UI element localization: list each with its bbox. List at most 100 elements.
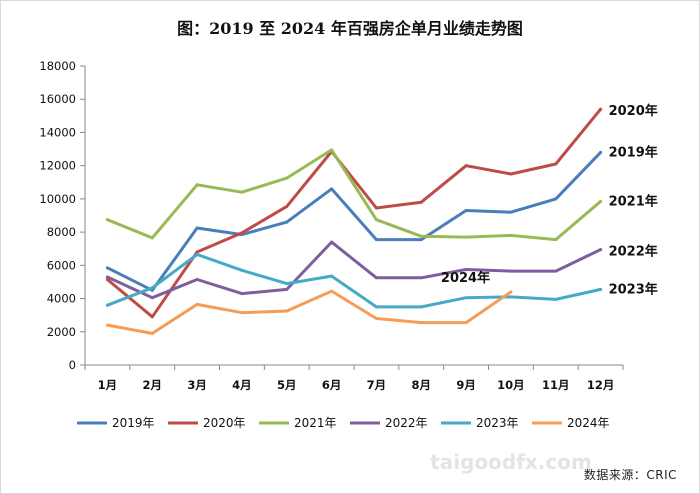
data-point <box>464 209 468 213</box>
data-point <box>509 269 513 273</box>
data-point <box>509 290 513 294</box>
data-point <box>330 289 334 293</box>
data-point <box>330 148 334 152</box>
source-note: 数据来源：CRIC <box>583 468 677 482</box>
data-point <box>599 248 603 252</box>
legend-label: 2023年 <box>476 416 519 430</box>
data-point <box>195 302 199 306</box>
data-point <box>105 303 109 307</box>
data-point <box>554 197 558 201</box>
data-point <box>150 236 154 240</box>
y-tick-label: 14000 <box>39 125 76 139</box>
x-tick-label: 10月 <box>497 378 525 392</box>
series-line-2024年 <box>105 289 513 335</box>
data-point <box>105 275 109 279</box>
data-point <box>240 231 244 235</box>
data-point <box>330 187 334 191</box>
x-tick-label: 11月 <box>542 378 570 392</box>
y-tick-label: 12000 <box>39 159 76 173</box>
chart-title: 图：2019 至 2024 年百强房企单月业绩走势图 <box>177 19 523 38</box>
series-line-2023年 <box>105 253 603 309</box>
data-point <box>599 199 603 203</box>
data-point <box>374 316 378 320</box>
series-end-label: 2023年 <box>609 281 658 297</box>
data-point <box>105 323 109 327</box>
series-line-2022年 <box>105 240 603 300</box>
data-point <box>509 295 513 299</box>
data-point <box>150 286 154 290</box>
y-tick-label: 2000 <box>47 325 76 339</box>
data-point <box>285 204 289 208</box>
x-tick-label: 6月 <box>322 378 342 392</box>
data-point <box>195 226 199 230</box>
legend-label: 2019年 <box>112 416 155 430</box>
data-point <box>195 277 199 281</box>
data-point <box>464 164 468 168</box>
data-point <box>374 305 378 309</box>
data-point <box>285 220 289 224</box>
data-point <box>374 206 378 210</box>
x-tick-label: 1月 <box>98 378 118 392</box>
y-tick-label: 0 <box>69 358 76 372</box>
data-point <box>105 266 109 270</box>
x-tick-label: 8月 <box>411 378 431 392</box>
data-point <box>285 282 289 286</box>
x-tick-label: 4月 <box>232 378 252 392</box>
data-point <box>599 107 603 111</box>
legend-label: 2021年 <box>294 416 337 430</box>
series-end-label: 2022年 <box>609 244 658 260</box>
data-point <box>330 240 334 244</box>
legend-label: 2020年 <box>203 416 246 430</box>
series-end-label: 2021年 <box>609 193 658 209</box>
x-tick-label: 7月 <box>367 378 387 392</box>
data-point <box>464 296 468 300</box>
y-tick-label: 8000 <box>47 225 76 239</box>
legend-label: 2024年 <box>567 416 610 430</box>
data-point <box>105 218 109 222</box>
legend-label: 2022年 <box>385 416 428 430</box>
x-tick-label: 3月 <box>187 378 207 392</box>
x-tick-label: 9月 <box>456 378 476 392</box>
data-point <box>419 238 423 242</box>
y-tick-label: 6000 <box>47 258 76 272</box>
data-point <box>240 268 244 272</box>
data-point <box>285 309 289 313</box>
data-point <box>285 176 289 180</box>
x-tick-label: 2月 <box>142 378 162 392</box>
data-point <box>554 297 558 301</box>
data-point <box>419 321 423 325</box>
data-point <box>509 233 513 237</box>
series-line-2019年 <box>105 150 603 292</box>
watermark: taigoodfx.com <box>430 450 592 474</box>
data-point <box>374 218 378 222</box>
x-tick-label: 5月 <box>277 378 297 392</box>
data-point <box>464 321 468 325</box>
data-point <box>374 276 378 280</box>
data-point <box>240 190 244 194</box>
data-point <box>599 287 603 291</box>
data-point <box>509 210 513 214</box>
data-point <box>554 269 558 273</box>
data-point <box>150 331 154 335</box>
series-line-2021年 <box>105 148 603 242</box>
data-point <box>195 250 199 254</box>
data-point <box>285 287 289 291</box>
data-point <box>464 235 468 239</box>
data-point <box>195 253 199 257</box>
series-line-2020年 <box>105 107 603 319</box>
data-point <box>419 305 423 309</box>
data-point <box>599 150 603 154</box>
data-point <box>195 183 199 187</box>
data-point <box>419 276 423 280</box>
x-tick-label: 12月 <box>587 378 615 392</box>
y-tick-label: 10000 <box>39 192 76 206</box>
y-tick-label: 4000 <box>47 292 76 306</box>
data-point <box>330 274 334 278</box>
data-point <box>554 238 558 242</box>
series-end-label: 2020年 <box>609 103 658 119</box>
data-point <box>419 200 423 204</box>
data-point <box>464 267 468 271</box>
data-point <box>240 311 244 315</box>
